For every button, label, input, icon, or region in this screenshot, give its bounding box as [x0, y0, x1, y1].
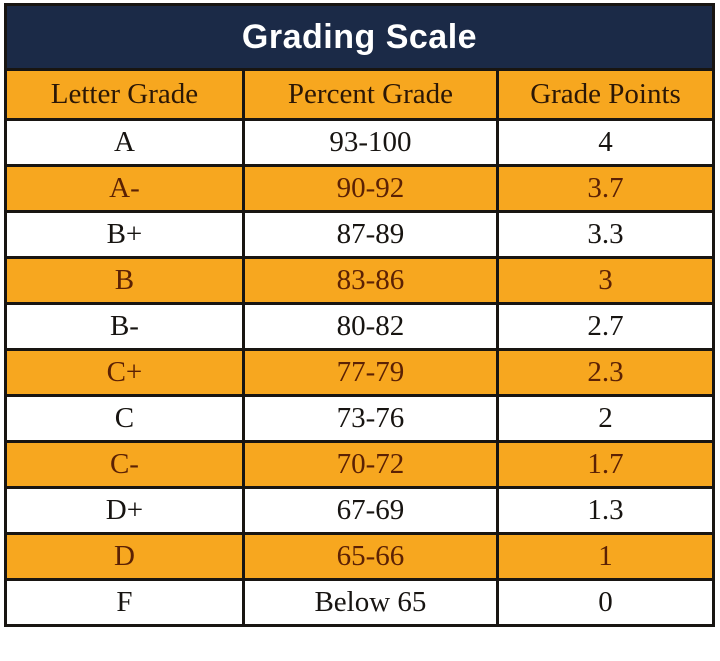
cell-percent-grade: 80-82 [241, 302, 500, 351]
table-row: D+ 67-69 1.3 [4, 486, 715, 535]
cell-letter-grade: C+ [4, 348, 245, 397]
table-row: C+ 77-79 2.3 [4, 348, 715, 397]
title-row: Grading Scale [4, 3, 715, 71]
cell-letter-grade: D [4, 532, 245, 581]
cell-grade-points: 1.3 [496, 486, 715, 535]
cell-letter-grade: F [4, 578, 245, 627]
cell-letter-grade: B+ [4, 210, 245, 259]
cell-percent-grade: 93-100 [241, 118, 500, 167]
cell-percent-grade: 83-86 [241, 256, 500, 305]
cell-percent-grade: Below 65 [241, 578, 500, 627]
cell-letter-grade: D+ [4, 486, 245, 535]
cell-percent-grade: 73-76 [241, 394, 500, 443]
table-row: C- 70-72 1.7 [4, 440, 715, 489]
cell-percent-grade: 70-72 [241, 440, 500, 489]
cell-grade-points: 4 [496, 118, 715, 167]
cell-grade-points: 2.7 [496, 302, 715, 351]
cell-letter-grade: B- [4, 302, 245, 351]
table-row: D 65-66 1 [4, 532, 715, 581]
cell-grade-points: 1 [496, 532, 715, 581]
grading-scale-table: Grading Scale Letter Grade Percent Grade… [4, 3, 715, 627]
column-header-row: Letter Grade Percent Grade Grade Points [4, 68, 715, 121]
column-header-percent-grade: Percent Grade [241, 68, 500, 121]
table-row: C 73-76 2 [4, 394, 715, 443]
cell-letter-grade: C [4, 394, 245, 443]
column-header-grade-points: Grade Points [496, 68, 715, 121]
cell-grade-points: 2 [496, 394, 715, 443]
cell-grade-points: 3.3 [496, 210, 715, 259]
table-row: F Below 65 0 [4, 578, 715, 627]
cell-grade-points: 3.7 [496, 164, 715, 213]
cell-percent-grade: 77-79 [241, 348, 500, 397]
cell-percent-grade: 87-89 [241, 210, 500, 259]
cell-percent-grade: 90-92 [241, 164, 500, 213]
cell-grade-points: 1.7 [496, 440, 715, 489]
cell-percent-grade: 65-66 [241, 532, 500, 581]
table-row: A 93-100 4 [4, 118, 715, 167]
cell-letter-grade: A [4, 118, 245, 167]
cell-grade-points: 3 [496, 256, 715, 305]
table-title: Grading Scale [4, 3, 715, 71]
cell-percent-grade: 67-69 [241, 486, 500, 535]
table-row: A- 90-92 3.7 [4, 164, 715, 213]
cell-grade-points: 2.3 [496, 348, 715, 397]
cell-grade-points: 0 [496, 578, 715, 627]
column-header-letter-grade: Letter Grade [4, 68, 245, 121]
table-row: B- 80-82 2.7 [4, 302, 715, 351]
cell-letter-grade: C- [4, 440, 245, 489]
table-row: B 83-86 3 [4, 256, 715, 305]
cell-letter-grade: B [4, 256, 245, 305]
cell-letter-grade: A- [4, 164, 245, 213]
table-row: B+ 87-89 3.3 [4, 210, 715, 259]
